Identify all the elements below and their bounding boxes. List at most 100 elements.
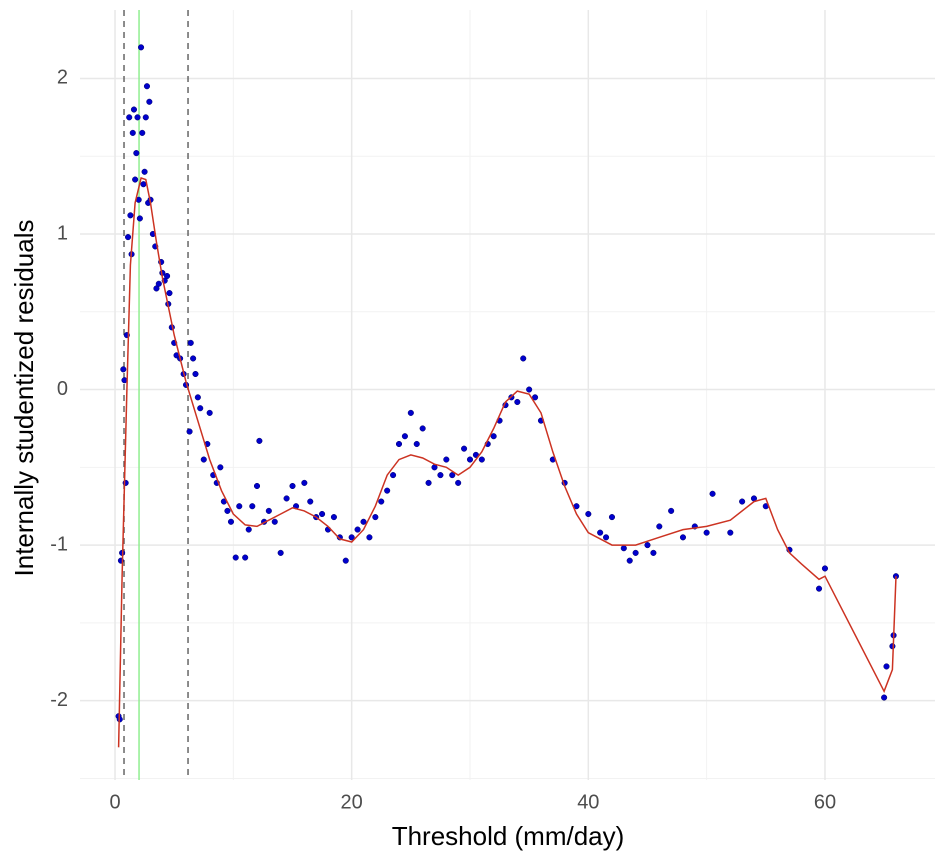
point: [186, 428, 193, 435]
x-tick-label: 20: [341, 791, 363, 813]
point: [384, 487, 391, 494]
point: [413, 440, 420, 448]
y-tick-label: 2: [57, 67, 68, 89]
point: [120, 366, 127, 373]
point: [360, 518, 367, 525]
point: [466, 456, 474, 463]
point: [140, 181, 147, 188]
point: [283, 495, 290, 502]
point: [443, 456, 450, 463]
point: [126, 114, 133, 121]
point: [342, 557, 349, 564]
point: [632, 549, 639, 556]
y-tick-label: -1: [50, 533, 68, 555]
y-tick-label: -2: [50, 689, 68, 711]
point: [133, 150, 140, 157]
point: [532, 394, 539, 401]
point: [490, 433, 497, 440]
point: [164, 272, 171, 280]
point: [142, 114, 149, 121]
point: [597, 529, 604, 536]
point: [739, 498, 746, 505]
smooth-line: [117, 177, 897, 748]
point: [206, 409, 213, 416]
x-tick-label: 0: [109, 791, 120, 813]
point: [455, 479, 462, 486]
point: [668, 507, 675, 514]
point: [709, 490, 716, 497]
point: [130, 106, 138, 113]
point: [200, 456, 207, 463]
point: [585, 510, 592, 518]
y-tick-label: 1: [57, 222, 68, 244]
point: [155, 280, 162, 287]
point: [227, 518, 235, 525]
point: [390, 472, 397, 479]
point: [141, 168, 148, 175]
y-tick-label: 0: [57, 378, 68, 400]
point: [249, 503, 256, 510]
point: [330, 514, 337, 521]
point: [526, 386, 533, 393]
point: [656, 523, 663, 530]
point: [277, 549, 284, 556]
x-tick-label: 60: [814, 791, 836, 813]
point: [265, 507, 272, 514]
point: [889, 643, 896, 650]
point: [608, 514, 616, 521]
point: [129, 129, 136, 136]
point: [372, 514, 379, 521]
point: [520, 355, 527, 362]
point: [187, 339, 194, 346]
point: [366, 534, 373, 541]
point: [354, 526, 361, 533]
point: [620, 545, 627, 552]
x-axis-title: Threshold (mm/day): [392, 821, 625, 851]
point: [650, 549, 657, 556]
point: [139, 129, 146, 136]
point: [138, 44, 145, 51]
point: [146, 98, 153, 105]
point: [256, 437, 263, 444]
point: [236, 503, 243, 510]
point: [242, 554, 249, 561]
point: [245, 526, 252, 533]
point: [271, 518, 278, 525]
point: [127, 212, 134, 219]
point: [307, 498, 314, 505]
point: [348, 534, 355, 541]
point: [478, 456, 485, 463]
point: [703, 529, 710, 536]
point: [449, 472, 456, 479]
point: [192, 370, 199, 378]
point: [232, 554, 239, 561]
point: [881, 694, 888, 701]
point: [626, 557, 633, 564]
x-tick-label: 40: [577, 791, 599, 813]
point: [136, 215, 143, 222]
point: [194, 394, 201, 401]
point: [419, 425, 426, 432]
point: [407, 409, 414, 416]
point: [378, 498, 385, 505]
point: [821, 565, 829, 572]
point: [437, 472, 444, 479]
point: [461, 445, 468, 452]
point: [401, 433, 408, 440]
point: [190, 355, 197, 362]
point: [395, 440, 403, 448]
point: [425, 479, 432, 486]
point: [217, 464, 224, 471]
point: [679, 534, 687, 541]
point: [727, 529, 734, 536]
point: [132, 176, 139, 183]
point: [253, 482, 261, 490]
point: [644, 542, 651, 549]
point: [143, 83, 151, 90]
point: [224, 507, 231, 514]
point: [319, 510, 326, 518]
y-axis-title: Internally studentized residuals: [9, 220, 39, 577]
point: [815, 585, 823, 592]
